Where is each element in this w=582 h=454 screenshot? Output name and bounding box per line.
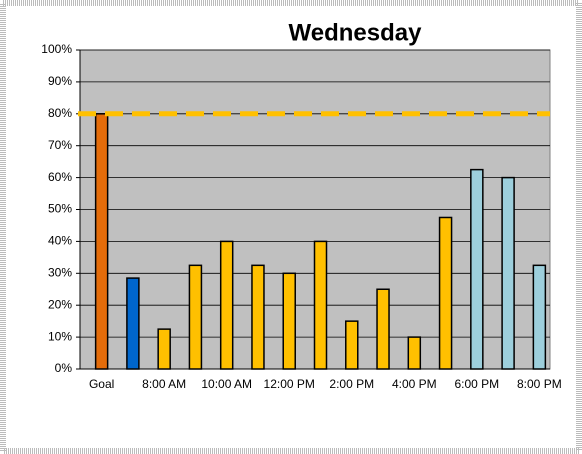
bar: [313, 240, 328, 370]
y-tick-label: 0%: [55, 361, 73, 375]
x-tick-label: 8:00 PM: [517, 377, 562, 391]
y-tick-label: 90%: [48, 74, 72, 88]
x-tick-label: 6:00 PM: [454, 377, 499, 391]
y-tick-label: 10%: [48, 329, 72, 343]
bar: [219, 240, 234, 370]
bar: [376, 288, 390, 370]
y-tick-label: 100%: [41, 42, 72, 56]
x-tick-label: Goal: [89, 377, 114, 391]
y-tick-label: 20%: [48, 297, 72, 311]
y-tick-label: 50%: [48, 202, 72, 216]
chart-title: Wednesday: [289, 19, 423, 46]
bar: [251, 264, 265, 370]
bar: [188, 264, 203, 370]
bar: [345, 320, 359, 370]
bar: [532, 264, 547, 370]
bar: [501, 176, 515, 370]
bar: [407, 336, 422, 370]
x-tick-label: 2:00 PM: [329, 377, 374, 391]
bar: [94, 113, 109, 370]
y-tick-label: 80%: [48, 106, 72, 120]
bar: [470, 168, 484, 370]
bar: [282, 272, 296, 370]
y-tick-label: 70%: [48, 138, 72, 152]
y-tick-label: 30%: [48, 265, 72, 279]
x-tick-label: 8:00 AM: [142, 377, 186, 391]
x-tick-label: 10:00 AM: [201, 377, 252, 391]
x-tick-label: 4:00 PM: [392, 377, 437, 391]
y-tick-label: 40%: [48, 234, 72, 248]
bar: [438, 216, 453, 370]
bar: [157, 328, 171, 370]
x-tick-label: 12:00 PM: [264, 377, 315, 391]
y-tick-label: 60%: [48, 170, 72, 184]
bar: [126, 277, 140, 370]
